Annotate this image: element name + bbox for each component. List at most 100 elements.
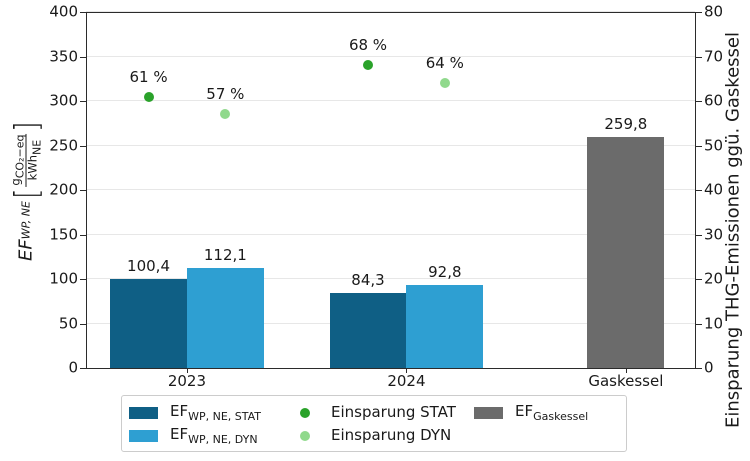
- scatter-value-label-einsparung-stat-2024: 68 %: [348, 36, 388, 55]
- bar-ef-wp-ne-stat-2023: [110, 278, 187, 368]
- legend-item-einsparung-dyn: Einsparung DYN: [290, 424, 456, 447]
- left-axis-tick-label-150: 150: [49, 225, 78, 243]
- right-axis-tick-label-50: 50: [704, 136, 724, 154]
- legend-dot-einsparung-stat: [299, 407, 310, 418]
- legend-label-ef-wp-ne-stat: EFWP, NE, STAT: [170, 401, 262, 423]
- right-axis-tick-50: [696, 145, 702, 147]
- legend-item-ef-gaskessel: EFGaskessel: [474, 401, 588, 424]
- legend-swatch-ef-gaskessel: [474, 406, 503, 419]
- scatter-dot-einsparung-dyn-2024: [439, 78, 450, 89]
- right-axis-tick-80: [696, 12, 702, 13]
- gridline-250: [86, 144, 695, 146]
- legend-handle-ef-wp-ne-dyn: [129, 429, 158, 442]
- left-axis-tick-350: [80, 56, 86, 58]
- legend-handle-einsparung-stat: [290, 407, 319, 418]
- right-axis-tick-20: [696, 279, 702, 280]
- legend-label-sub-ef-gaskessel: Gaskessel: [533, 409, 589, 423]
- legend-swatch-ef-wp-ne-dyn: [129, 429, 158, 442]
- right-axis-tick-30: [696, 234, 702, 236]
- legend-column-2: Einsparung STAT Einsparung DYN: [290, 401, 456, 447]
- legend-item-einsparung-stat: Einsparung STAT: [290, 401, 456, 424]
- right-axis-tick-label-80: 80: [704, 2, 724, 21]
- right-axis-tick-10: [696, 323, 702, 325]
- bar-ef-wp-ne-dyn-2024: [406, 285, 484, 368]
- right-axis-tick-label-0: 0: [704, 358, 714, 377]
- bar-value-label-ef-wp-ne-stat-2024: 84,3: [351, 270, 385, 289]
- scatter-value-label-einsparung-dyn-2024: 64 %: [425, 54, 464, 73]
- left-axis-tick-label-100: 100: [49, 269, 78, 288]
- scatter-dot-einsparung-stat-2024: [363, 60, 373, 71]
- gridline-300: [86, 100, 695, 101]
- left-axis-tick-label-50: 50: [58, 314, 78, 332]
- right-axis-tick-60: [696, 101, 702, 102]
- gridline-200: [86, 189, 695, 190]
- legend-handle-ef-wp-ne-stat: [129, 406, 158, 419]
- left-axis-tick-label-0: 0: [68, 358, 78, 377]
- legend-label-ef-gaskessel: EFGaskessel: [515, 401, 589, 423]
- left-axis-tick-label-300: 300: [49, 91, 78, 110]
- left-axis-tick-200: [80, 190, 86, 191]
- gridline-350: [86, 55, 695, 57]
- bar-value-label-ef-wp-ne-stat-2023: 100,4: [127, 256, 171, 275]
- bar-ef-gaskessel-gaskessel: [587, 136, 665, 368]
- left-axis-tick-150: [80, 234, 86, 236]
- left-axis-title-base: EF: [15, 239, 37, 261]
- left-axis-tick-label-200: 200: [49, 180, 78, 199]
- bar-value-label-ef-wp-ne-dyn-2023: 112,1: [203, 246, 247, 265]
- right-axis-tick-label-20: 20: [704, 269, 724, 288]
- left-axis-tick-label-250: 250: [49, 136, 78, 154]
- x-tick-label-2023: 2023: [167, 372, 207, 390]
- gridline-100: [86, 278, 695, 279]
- left-axis-tick-0: [80, 368, 86, 369]
- right-axis-tick-label-70: 70: [704, 47, 724, 65]
- gridline-150: [86, 233, 695, 235]
- left-axis-tick-label-350: 350: [49, 47, 78, 65]
- gridline-400: [86, 11, 695, 12]
- left-axis-tick-label-400: 400: [49, 2, 78, 21]
- left-axis-tick-50: [80, 323, 86, 325]
- right-axis-title: Einsparung THG-Emissionen ggü. Gaskessel: [722, 32, 744, 428]
- scatter-value-label-einsparung-stat-2023: 61 %: [129, 67, 168, 86]
- legend-label-sub-ef-wp-ne-dyn: WP, NE, DYN: [188, 432, 258, 446]
- bottom-axis-spine: [86, 368, 696, 369]
- scatter-dot-einsparung-dyn-2023: [220, 109, 231, 120]
- right-axis-tick-40: [696, 190, 702, 191]
- left-axis-tick-250: [80, 145, 86, 147]
- right-axis-tick-label-40: 40: [704, 180, 724, 199]
- legend-swatch-ef-wp-ne-stat: [129, 406, 158, 419]
- legend-label-einsparung-dyn: Einsparung DYN: [331, 426, 452, 444]
- bar-value-label-ef-wp-ne-dyn-2024: 92,8: [428, 263, 462, 282]
- bar-value-label-ef-gaskessel-gaskessel: 259,8: [604, 114, 648, 133]
- right-axis-tick-0: [696, 368, 702, 369]
- legend-column-3: EFGaskessel: [474, 401, 588, 424]
- legend-label-ef-wp-ne-dyn: EFWP, NE, DYN: [170, 424, 258, 446]
- legend-label-sub-ef-wp-ne-stat: WP, NE, STAT: [188, 409, 262, 423]
- right-axis-tick-label-30: 30: [704, 225, 724, 243]
- x-axis-tick-2024: [406, 369, 408, 373]
- left-axis-title-bracket-close: ]: [7, 120, 45, 132]
- legend-label-einsparung-stat: Einsparung STAT: [331, 403, 456, 421]
- legend: EFWP, NE, STAT EFWP, NE, DYN Einsparung ST…: [121, 395, 627, 452]
- left-axis-spine: [86, 12, 87, 369]
- legend-handle-ef-gaskessel: [474, 406, 503, 419]
- scatter-value-label-einsparung-dyn-2023: 57 %: [206, 85, 245, 104]
- right-axis-tick-label-10: 10: [704, 314, 724, 332]
- left-axis-tick-100: [80, 279, 86, 280]
- x-tick-label-2024: 2024: [387, 372, 426, 390]
- scatter-dot-einsparung-stat-2023: [143, 91, 154, 102]
- right-axis-spine: [695, 12, 696, 369]
- x-axis-tick-2023: [186, 369, 188, 373]
- bar-ef-wp-ne-stat-2024: [329, 292, 407, 368]
- left-axis-tick-300: [80, 101, 86, 102]
- x-tick-label-gaskessel: Gaskessel: [588, 372, 664, 390]
- top-axis-spine: [86, 12, 696, 13]
- plot-area: 100,4 84,3 112,1 92,8 259,8 61 % 68 % 57 % 64 %: [86, 11, 695, 368]
- legend-item-ef-wp-ne-dyn: EFWP, NE, DYN: [129, 424, 261, 447]
- right-axis-tick-label-60: 60: [704, 91, 724, 110]
- right-axis-tick-70: [696, 56, 702, 58]
- legend-dot-einsparung-dyn: [299, 430, 310, 441]
- legend-item-ef-wp-ne-stat: EFWP, NE, STAT: [129, 401, 261, 424]
- left-axis-tick-400: [80, 12, 86, 13]
- legend-column-1: EFWP, NE, STAT EFWP, NE, DYN: [129, 401, 261, 447]
